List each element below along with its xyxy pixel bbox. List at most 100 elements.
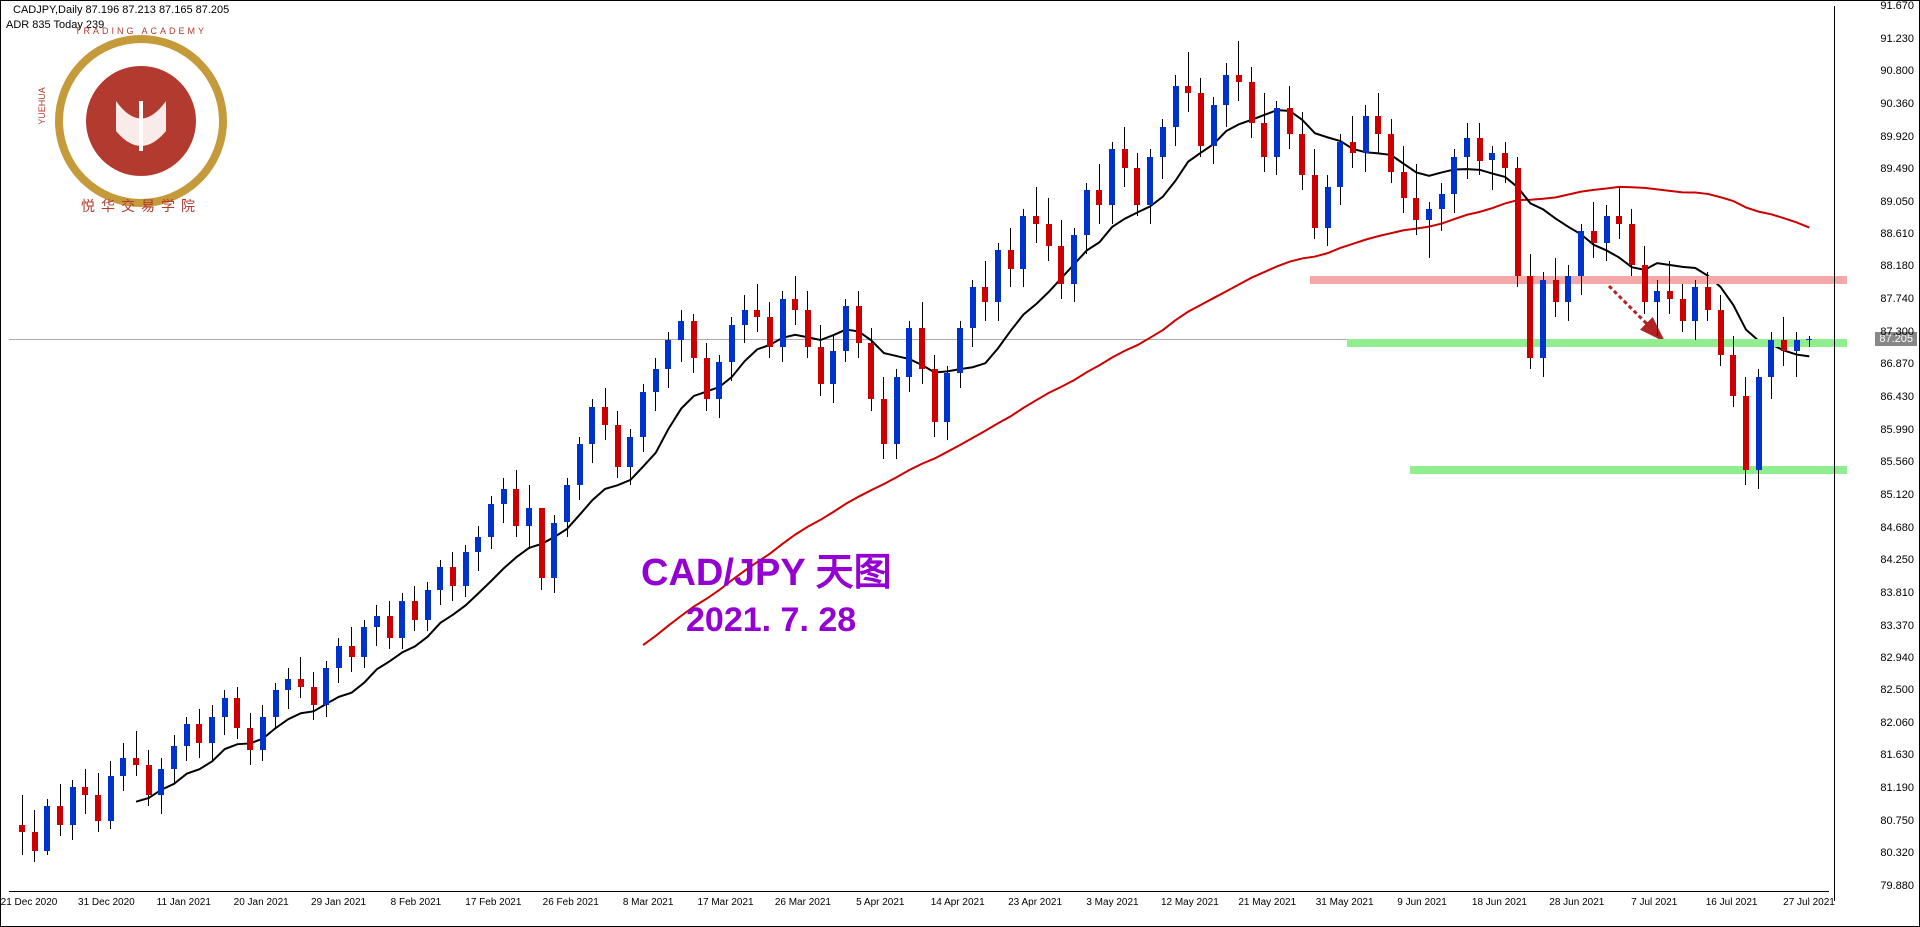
candle-body bbox=[818, 347, 824, 384]
candle-body bbox=[361, 627, 367, 657]
xtick: 20 Jan 2021 bbox=[234, 897, 289, 908]
ytick: 87.740 bbox=[1880, 293, 1914, 305]
xtick: 27 Jul 2021 bbox=[1783, 897, 1835, 908]
candle-body bbox=[285, 679, 291, 690]
ytick: 82.940 bbox=[1880, 652, 1914, 664]
ytick: 82.060 bbox=[1880, 717, 1914, 729]
ytick: 83.370 bbox=[1880, 620, 1914, 632]
brand-text-top: TRADING ACADEMY bbox=[51, 26, 231, 36]
candle-body bbox=[1502, 153, 1508, 168]
candle-body bbox=[1033, 216, 1039, 223]
annotation-title: CAD/JPY 天图 bbox=[641, 541, 892, 596]
candle-body bbox=[919, 328, 925, 369]
candle-body bbox=[982, 287, 988, 302]
xtick: 26 Feb 2021 bbox=[543, 897, 599, 908]
candle-body bbox=[1743, 396, 1749, 471]
candle-body bbox=[1489, 153, 1495, 160]
ytick: 84.250 bbox=[1880, 554, 1914, 566]
candle-body bbox=[311, 687, 317, 706]
candle-body bbox=[1515, 168, 1521, 276]
candle-body bbox=[1287, 108, 1293, 134]
ytick: 89.050 bbox=[1880, 196, 1914, 208]
candle-body bbox=[615, 425, 621, 466]
ytick: 80.750 bbox=[1880, 815, 1914, 827]
brand-text-left: YUEHUA bbox=[37, 87, 47, 125]
candle-body bbox=[1642, 265, 1648, 302]
candle-body bbox=[349, 646, 355, 657]
ytick: 85.990 bbox=[1880, 424, 1914, 436]
brand-logo: TRADING ACADEMY YUEHUA 悦华交易学院 bbox=[51, 31, 231, 211]
candle-body bbox=[767, 317, 773, 347]
candle-body bbox=[158, 769, 164, 795]
ytick: 85.560 bbox=[1880, 456, 1914, 468]
price-axis: 87.205 91.67091.23090.80090.36089.92089.… bbox=[1834, 6, 1919, 901]
candle-body bbox=[843, 306, 849, 351]
candle-body bbox=[1173, 86, 1179, 127]
annotation-date: 2021. 7. 28 bbox=[686, 601, 856, 640]
candle-body bbox=[754, 310, 760, 317]
candle-body bbox=[1160, 127, 1166, 157]
candle-body bbox=[82, 787, 88, 794]
candle-body bbox=[501, 489, 507, 504]
candle-body bbox=[944, 373, 950, 422]
candle-body bbox=[551, 523, 557, 579]
ytick: 83.810 bbox=[1880, 587, 1914, 599]
ma-slow-line bbox=[9, 6, 1829, 886]
candle-body bbox=[1147, 157, 1153, 206]
candle-body bbox=[906, 328, 912, 377]
ytick: 87.300 bbox=[1880, 326, 1914, 338]
candle-body bbox=[260, 717, 266, 751]
candle-body bbox=[1046, 224, 1052, 246]
candle-body bbox=[1058, 246, 1064, 283]
chart-plot-area[interactable] bbox=[9, 6, 1829, 886]
ma-fast-line bbox=[9, 6, 1829, 886]
candle-body bbox=[1451, 157, 1457, 194]
xtick: 14 Apr 2021 bbox=[931, 897, 985, 908]
candle-body bbox=[1768, 340, 1774, 377]
xtick: 28 Jun 2021 bbox=[1549, 897, 1604, 908]
candle-body bbox=[1198, 93, 1204, 145]
candle-body bbox=[1730, 355, 1736, 396]
candle-body bbox=[298, 679, 304, 686]
xtick: 5 Apr 2021 bbox=[856, 897, 904, 908]
candle-body bbox=[146, 765, 152, 795]
candle-body bbox=[374, 616, 380, 627]
candle-body bbox=[780, 299, 786, 348]
candle-body bbox=[463, 552, 469, 586]
candle-body bbox=[1008, 250, 1014, 269]
chart-container: CADJPY,Daily 87.196 87.213 87.165 87.205… bbox=[0, 0, 1920, 927]
candle-body bbox=[95, 795, 101, 821]
xtick: 23 Apr 2021 bbox=[1008, 897, 1062, 908]
candle-body bbox=[1540, 280, 1546, 358]
candle-body bbox=[526, 508, 532, 527]
candle-body bbox=[1426, 209, 1432, 220]
candle-body bbox=[475, 537, 481, 552]
candle-body bbox=[1388, 134, 1394, 171]
candle-wick bbox=[300, 657, 301, 698]
candle-body bbox=[1401, 172, 1407, 198]
candle-body bbox=[1718, 310, 1724, 355]
ytick: 89.920 bbox=[1880, 131, 1914, 143]
candle-body bbox=[742, 310, 748, 325]
xtick: 8 Feb 2021 bbox=[391, 897, 442, 908]
candle-body bbox=[1337, 142, 1343, 187]
candle-body bbox=[44, 806, 50, 851]
resistance-zone bbox=[1310, 276, 1847, 284]
ytick: 86.430 bbox=[1880, 391, 1914, 403]
candle-body bbox=[399, 601, 405, 638]
candle-body bbox=[665, 340, 671, 370]
candle-wick bbox=[1657, 280, 1658, 336]
candle-body bbox=[209, 717, 215, 743]
ytick: 91.230 bbox=[1880, 33, 1914, 45]
candle-body bbox=[1413, 198, 1419, 220]
candle-body bbox=[1578, 231, 1584, 276]
candle-wick bbox=[136, 731, 137, 776]
candle-body bbox=[1363, 116, 1369, 153]
xtick: 17 Mar 2021 bbox=[697, 897, 753, 908]
xtick: 8 Mar 2021 bbox=[623, 897, 674, 908]
candle-body bbox=[1553, 280, 1559, 302]
candle-body bbox=[1084, 190, 1090, 235]
time-axis: 21 Dec 202031 Dec 202011 Jan 202120 Jan … bbox=[9, 891, 1829, 921]
ytick: 82.500 bbox=[1880, 684, 1914, 696]
candle-body bbox=[1680, 299, 1686, 321]
